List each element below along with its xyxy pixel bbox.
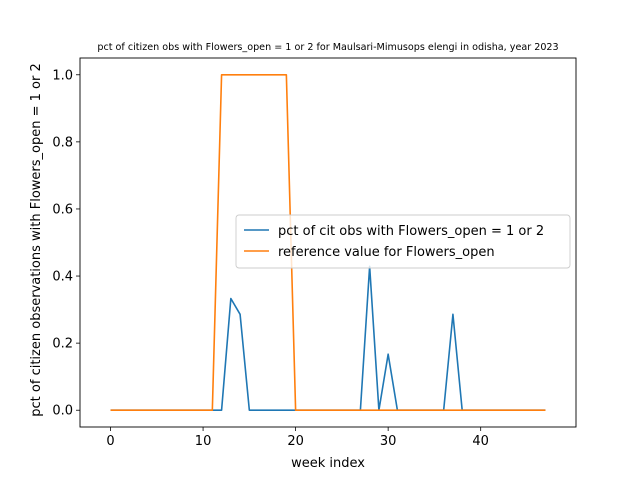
y-tick-label: 0.8 <box>52 135 73 150</box>
legend: pct of cit obs with Flowers_open = 1 or … <box>235 214 571 269</box>
y-axis: 0.0 0.2 0.4 0.6 0.8 1.0 <box>52 68 80 419</box>
x-tick-label: 10 <box>195 434 212 449</box>
x-axis-label: week index <box>291 456 365 471</box>
x-tick-label: 30 <box>380 434 397 449</box>
x-tick-label: 0 <box>106 434 114 449</box>
y-axis-label: pct of citizen observations with Flowers… <box>29 63 44 416</box>
y-tick-label: 0.4 <box>52 270 73 285</box>
series-layer <box>110 73 546 412</box>
chart-title: pct of citizen obs with Flowers_open = 1… <box>97 42 558 53</box>
y-tick-label: 0.0 <box>52 404 73 419</box>
x-axis: 0 10 20 30 40 <box>106 427 489 449</box>
y-tick-label: 0.6 <box>52 202 73 217</box>
y-tick-label: 1.0 <box>52 68 73 83</box>
series-line-2 <box>110 73 546 412</box>
legend-entry: reference value for Flowers_open <box>278 245 495 260</box>
y-tick-label: 0.2 <box>52 337 73 352</box>
x-tick-label: 20 <box>287 434 304 449</box>
x-tick-label: 40 <box>472 434 489 449</box>
legend-entry: pct of cit obs with Flowers_open = 1 or … <box>278 224 544 239</box>
legend-box <box>235 214 571 269</box>
plot-area <box>79 57 577 428</box>
